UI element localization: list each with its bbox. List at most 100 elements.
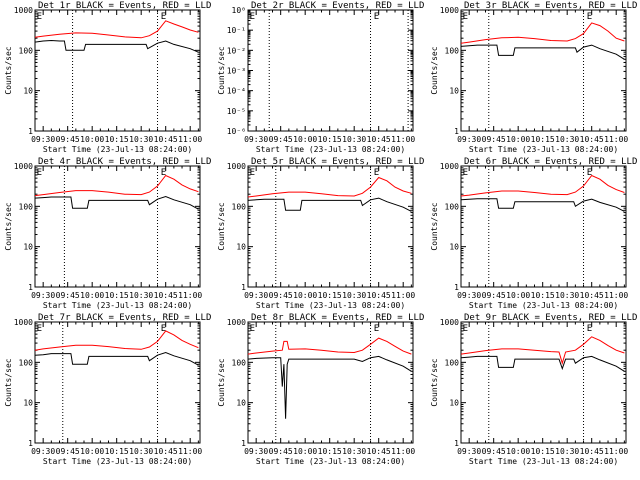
y-tick-label: 100: [445, 46, 460, 55]
event-marker-label: E: [463, 12, 468, 22]
panel-title: Det 2r BLACK = Events, RED = LLD: [251, 1, 424, 11]
y-tick-label: 10: [23, 87, 33, 96]
event-marker-label: E: [37, 168, 42, 178]
lld-series-line: [247, 176, 412, 198]
lld-series-line: [460, 336, 625, 365]
x-tick-label: 10:00: [293, 135, 317, 144]
x-tick-label: 11:00: [604, 447, 628, 456]
x-tick-label: 09:30: [31, 135, 55, 144]
y-axis-label: Counts/sec: [430, 202, 439, 250]
y-tick-label: 10: [449, 87, 459, 96]
x-tick-label: 09:30: [31, 291, 55, 300]
event-marker-label: E: [250, 168, 255, 178]
plot-frame: [34, 9, 201, 132]
y-axis-label: Counts/sec: [4, 202, 13, 250]
event-marker-label: E: [37, 324, 42, 334]
plot-frame: [247, 321, 414, 444]
x-tick-label: 11:00: [178, 447, 202, 456]
y-tick-label: 100: [232, 202, 247, 211]
events-series-line: [34, 351, 199, 366]
lld-series-line: [460, 22, 625, 44]
x-tick-label: 10:45: [367, 447, 391, 456]
x-tick-label: 10:00: [506, 291, 530, 300]
event-marker-label: E: [587, 324, 592, 334]
y-tick-label: 10: [449, 243, 459, 252]
detector-panel-9: Det 9r BLACK = Events, RED = LLD 1 10 100 10…: [430, 313, 637, 466]
y-tick-label: 1: [28, 127, 33, 136]
x-tick-label: 09:45: [482, 447, 506, 456]
x-tick-label: 10:15: [531, 447, 555, 456]
x-tick-label: 10:15: [318, 291, 342, 300]
x-tick-label: 10:00: [80, 135, 104, 144]
y-tick-label: 10⁻²: [227, 46, 246, 55]
event-marker-label: E: [161, 168, 166, 178]
panel-title: Det 5r BLACK = Events, RED = LLD: [251, 157, 424, 167]
x-tick-label: 10:45: [580, 135, 604, 144]
y-tick-label: 100: [445, 358, 460, 367]
x-tick-label: 10:15: [105, 447, 129, 456]
y-tick-label: 1000: [14, 6, 33, 15]
x-tick-label: 10:45: [154, 447, 178, 456]
x-axis-label: Start Time (23-Jul-13 08:24:00): [469, 457, 618, 466]
y-axis-label: Counts/sec: [430, 46, 439, 94]
y-axis-label: Counts/sec: [4, 358, 13, 406]
panel-title: Det 8r BLACK = Events, RED = LLD: [251, 313, 424, 323]
lld-series-line: [34, 20, 199, 39]
x-tick-label: 09:45: [269, 447, 293, 456]
x-tick-label: 10:15: [318, 135, 342, 144]
y-tick-label: 100: [19, 358, 34, 367]
x-tick-label: 10:45: [154, 135, 178, 144]
x-tick-label: 11:00: [604, 291, 628, 300]
x-tick-label: 11:00: [604, 135, 628, 144]
plot-frame: [247, 165, 414, 288]
x-axis-label: Start Time (23-Jul-13 08:24:00): [43, 145, 192, 154]
x-tick-label: 10:30: [129, 291, 153, 300]
x-tick-label: 10:30: [129, 135, 153, 144]
panel-title: Det 3r BLACK = Events, RED = LLD: [464, 1, 637, 11]
x-tick-label: 10:30: [555, 447, 579, 456]
event-marker-label: E: [250, 12, 255, 22]
plot-frame: [460, 165, 627, 288]
events-series-line: [460, 44, 625, 60]
x-tick-label: 09:30: [31, 447, 55, 456]
x-axis-label: Start Time (23-Jul-13 08:24:00): [256, 457, 405, 466]
event-marker-label: E: [37, 12, 42, 22]
x-tick-label: 10:15: [531, 291, 555, 300]
x-tick-label: 10:00: [506, 135, 530, 144]
x-tick-label: 09:30: [457, 135, 481, 144]
y-tick-label: 10⁻¹: [227, 26, 246, 35]
x-tick-label: 09:30: [244, 447, 268, 456]
panel-title: Det 9r BLACK = Events, RED = LLD: [464, 313, 637, 323]
detector-panel-7: Det 7r BLACK = Events, RED = LLD 1 10 100 10…: [4, 313, 211, 466]
y-axis-label: Counts/sec: [217, 46, 226, 94]
y-tick-label: 1: [28, 283, 33, 292]
detector-panel-6: Det 6r BLACK = Events, RED = LLD 1 10 100 10…: [430, 157, 637, 310]
x-tick-label: 09:30: [457, 291, 481, 300]
x-tick-label: 10:00: [80, 447, 104, 456]
y-tick-label: 1000: [227, 162, 246, 171]
x-axis-label: Start Time (23-Jul-13 08:24:00): [43, 301, 192, 310]
y-tick-label: 1000: [440, 6, 459, 15]
x-axis-label: Start Time (23-Jul-13 08:24:00): [43, 457, 192, 466]
event-marker-label: E: [587, 168, 592, 178]
events-series-line: [34, 39, 199, 53]
detector-panel-3: Det 3r BLACK = Events, RED = LLD 1 10 100 10…: [430, 1, 637, 154]
y-tick-label: 1: [28, 439, 33, 448]
x-tick-label: 10:30: [342, 291, 366, 300]
x-tick-label: 10:45: [580, 447, 604, 456]
event-marker-label: E: [463, 324, 468, 334]
x-tick-label: 09:30: [244, 135, 268, 144]
x-tick-label: 10:30: [342, 135, 366, 144]
y-tick-label: 10: [23, 243, 33, 252]
x-tick-label: 10:45: [367, 291, 391, 300]
x-axis-label: Start Time (23-Jul-13 08:24:00): [469, 145, 618, 154]
y-axis-label: Counts/sec: [4, 46, 13, 94]
x-axis-label: Start Time (23-Jul-13 08:24:00): [256, 145, 405, 154]
y-tick-label: 1000: [227, 318, 246, 327]
events-series-line: [34, 195, 199, 210]
x-tick-label: 10:45: [367, 135, 391, 144]
events-series-line: [460, 198, 625, 212]
detector-panel-8: Det 8r BLACK = Events, RED = LLD 1 10 100 10…: [217, 313, 424, 466]
x-tick-label: 10:00: [293, 291, 317, 300]
